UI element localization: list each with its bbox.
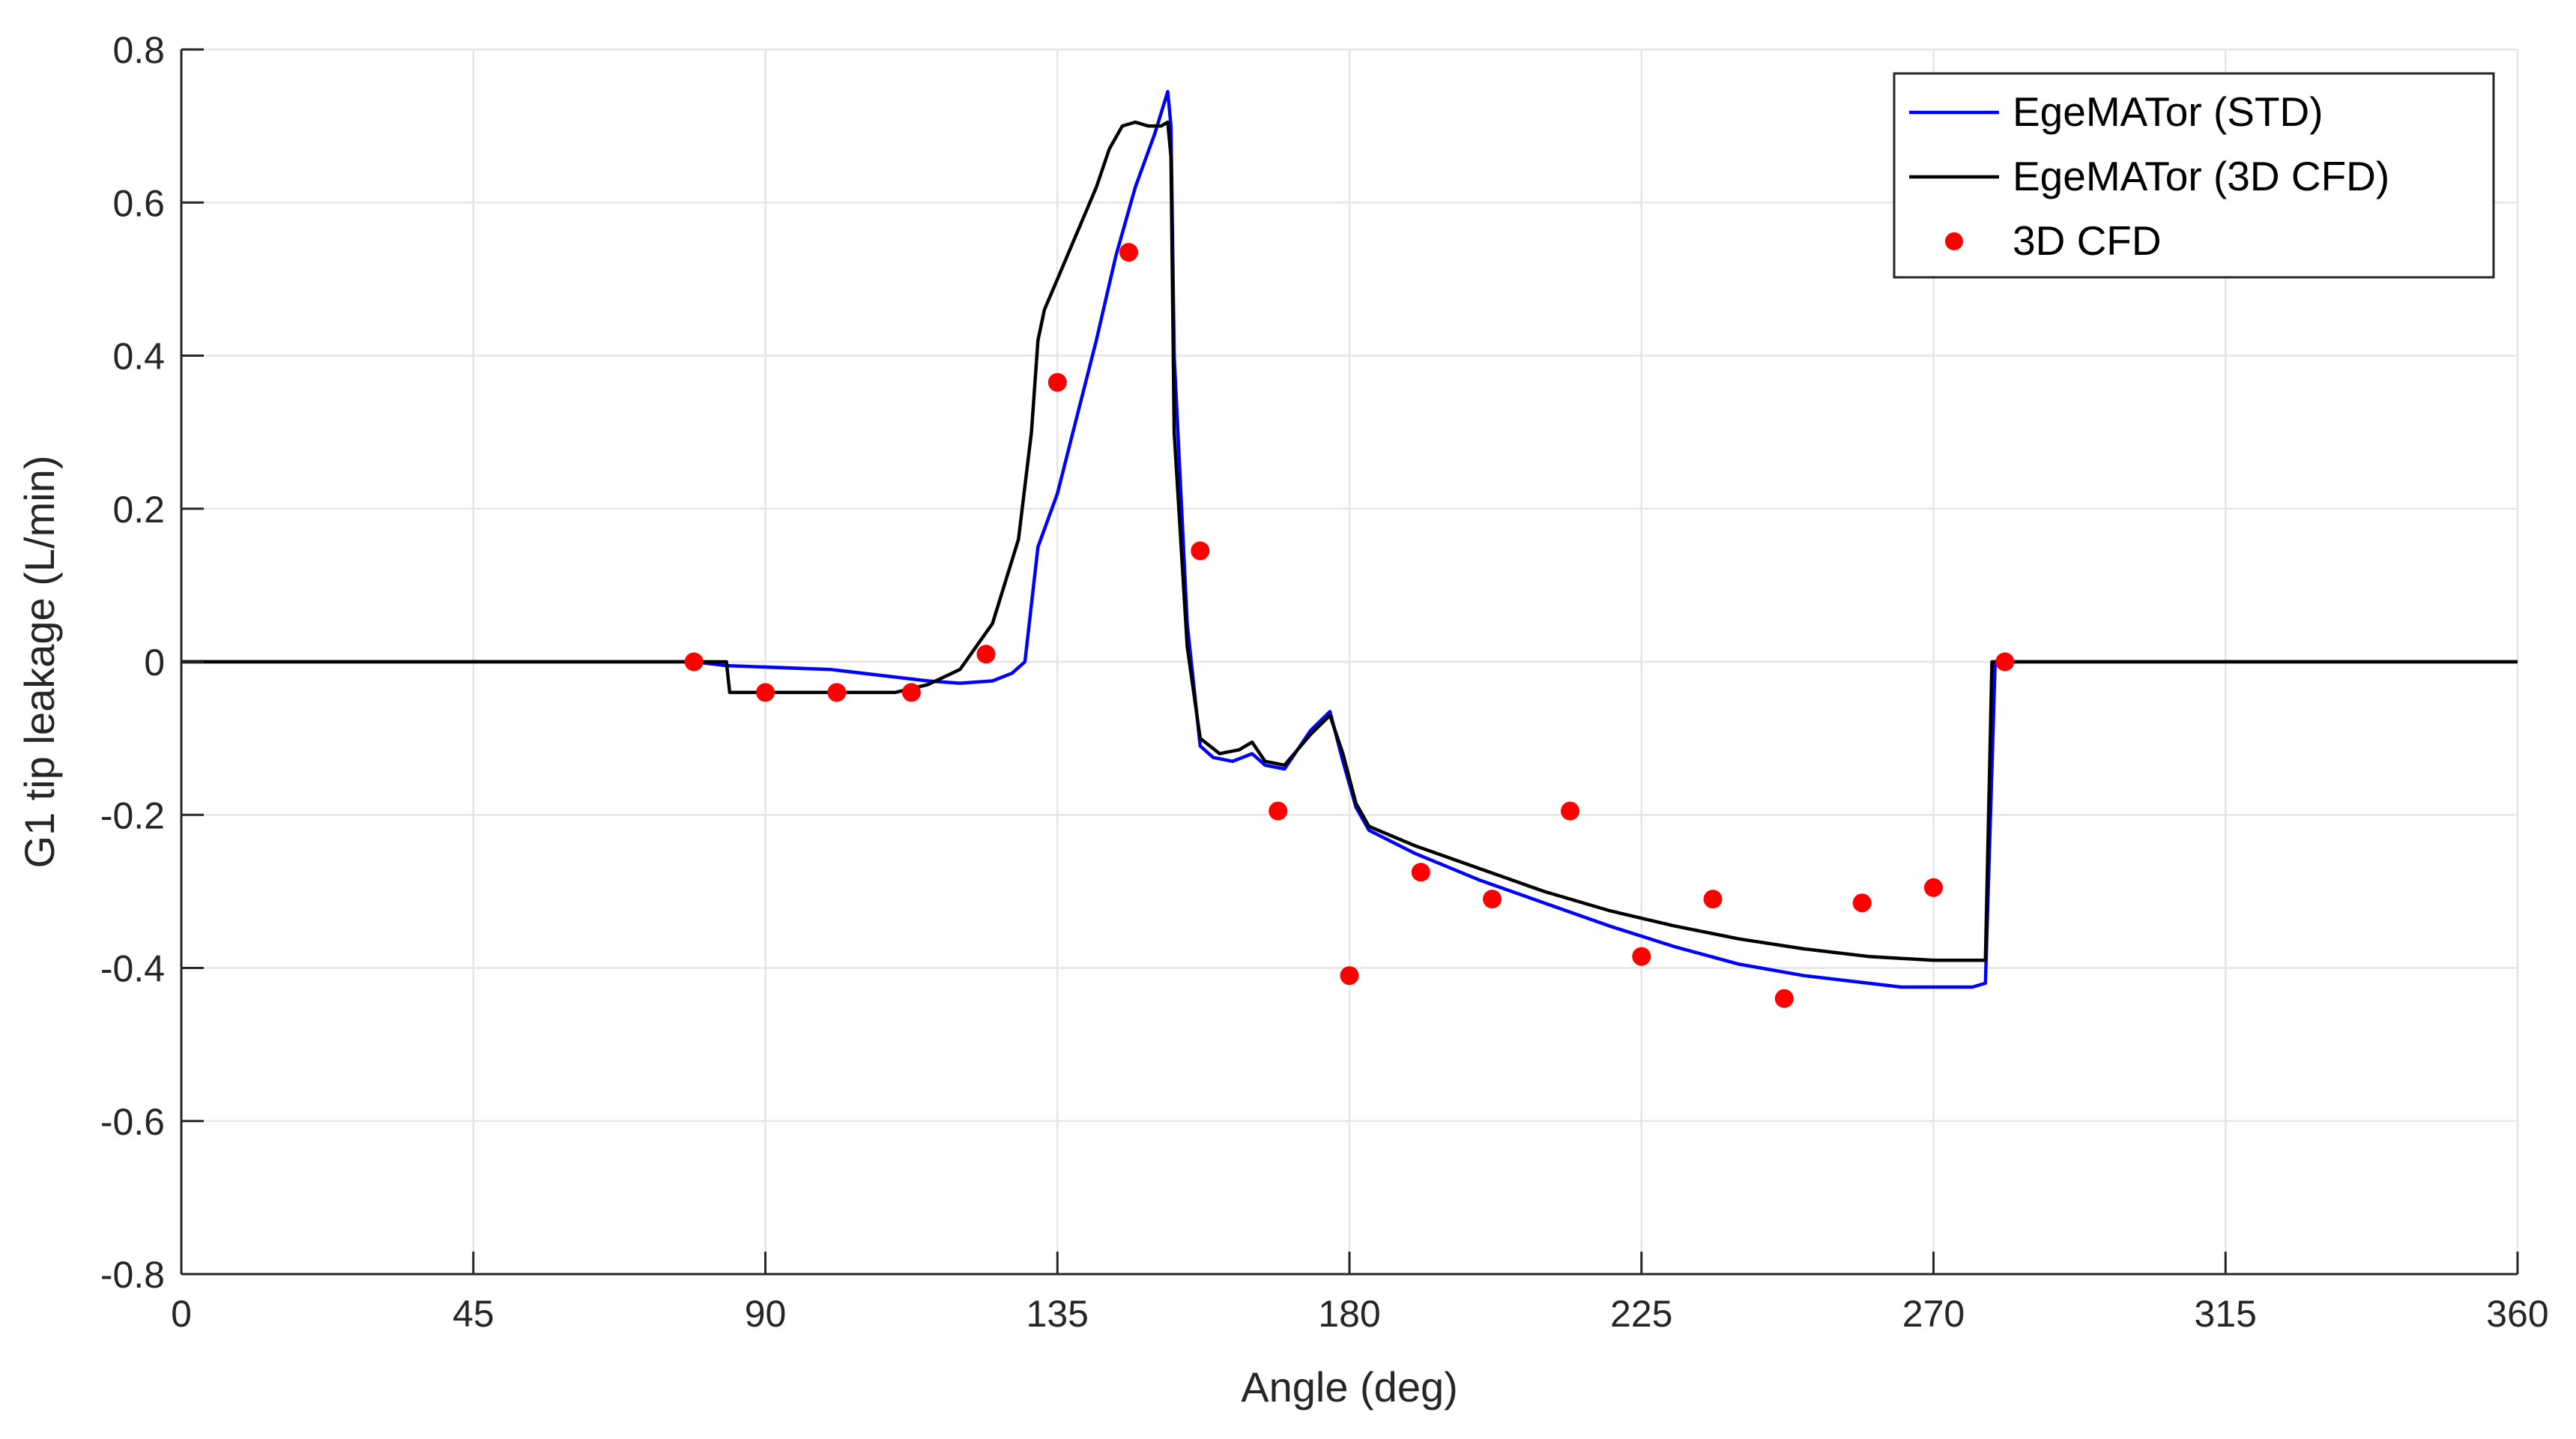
x-tick-label: 135 [1027,1293,1089,1335]
x-tick-label: 45 [453,1293,495,1335]
legend-label-std: EgeMATor (STD) [2013,88,2323,135]
cfd-data-point [901,683,921,702]
series-line-std [181,89,2518,989]
x-tick-label: 360 [2486,1293,2548,1335]
legend: EgeMATor (STD) EgeMATor (3D CFD) 3D CFD [1893,72,2495,279]
x-axis-ticks: 0 45 90 135 180 225 270 315 360 [171,1252,2549,1335]
y-tick-label: 0.4 [112,336,165,378]
cfd-data-point [1924,878,1943,897]
cfd-data-point [1561,801,1579,821]
series-points [684,243,2015,1008]
cfd-data-point [1774,989,1794,1008]
cfd-data-point [1119,243,1138,262]
y-axis-title: G1 tip leakage (L/min) [16,456,63,869]
x-tick-label: 270 [1902,1293,1965,1335]
y-tick-label: -0.6 [100,1101,165,1143]
x-tick-label: 225 [1610,1293,1672,1335]
cfd-data-point [684,652,704,672]
cfd-data-point [827,683,847,702]
y-tick-label: 0.8 [112,29,165,71]
x-tick-label: 0 [171,1293,192,1335]
cfd-data-point [1047,372,1067,392]
y-tick-label: 0.6 [112,182,165,224]
x-tick-label: 90 [745,1293,787,1335]
y-tick-label: -0.2 [100,794,165,836]
cfd-data-point [1411,863,1430,882]
x-axis-title: Angle (deg) [1241,1363,1458,1411]
cfd-data-point [1632,947,1651,966]
legend-label-cfd-points: 3D CFD [2013,217,2162,264]
cfd-data-point [1191,541,1210,561]
x-tick-label: 315 [2195,1293,2257,1335]
cfd-data-point [1269,801,1288,821]
legend-label-cfd-line: EgeMATor (3D CFD) [2013,153,2389,199]
cfd-data-point [976,645,996,664]
cfd-data-point [1995,652,2015,672]
legend-swatch-cfd-points [1945,232,1963,250]
cfd-data-point [1852,893,1872,913]
series-lines [181,89,2518,989]
cfd-data-point [1703,890,1723,909]
series-line-cfd [181,120,2518,962]
cfd-data-point [1483,890,1502,909]
cfd-data-point [756,683,775,702]
x-tick-label: 180 [1318,1293,1380,1335]
y-tick-label: 0.2 [112,489,165,531]
y-tick-label: 0 [144,642,165,684]
y-axis-ticks: -0.8 -0.6 -0.4 -0.2 0 0.2 0.4 0.6 0.8 [100,29,204,1296]
y-tick-label: -0.4 [100,948,165,990]
cfd-data-point [1340,966,1359,986]
y-tick-label: -0.8 [100,1254,165,1296]
